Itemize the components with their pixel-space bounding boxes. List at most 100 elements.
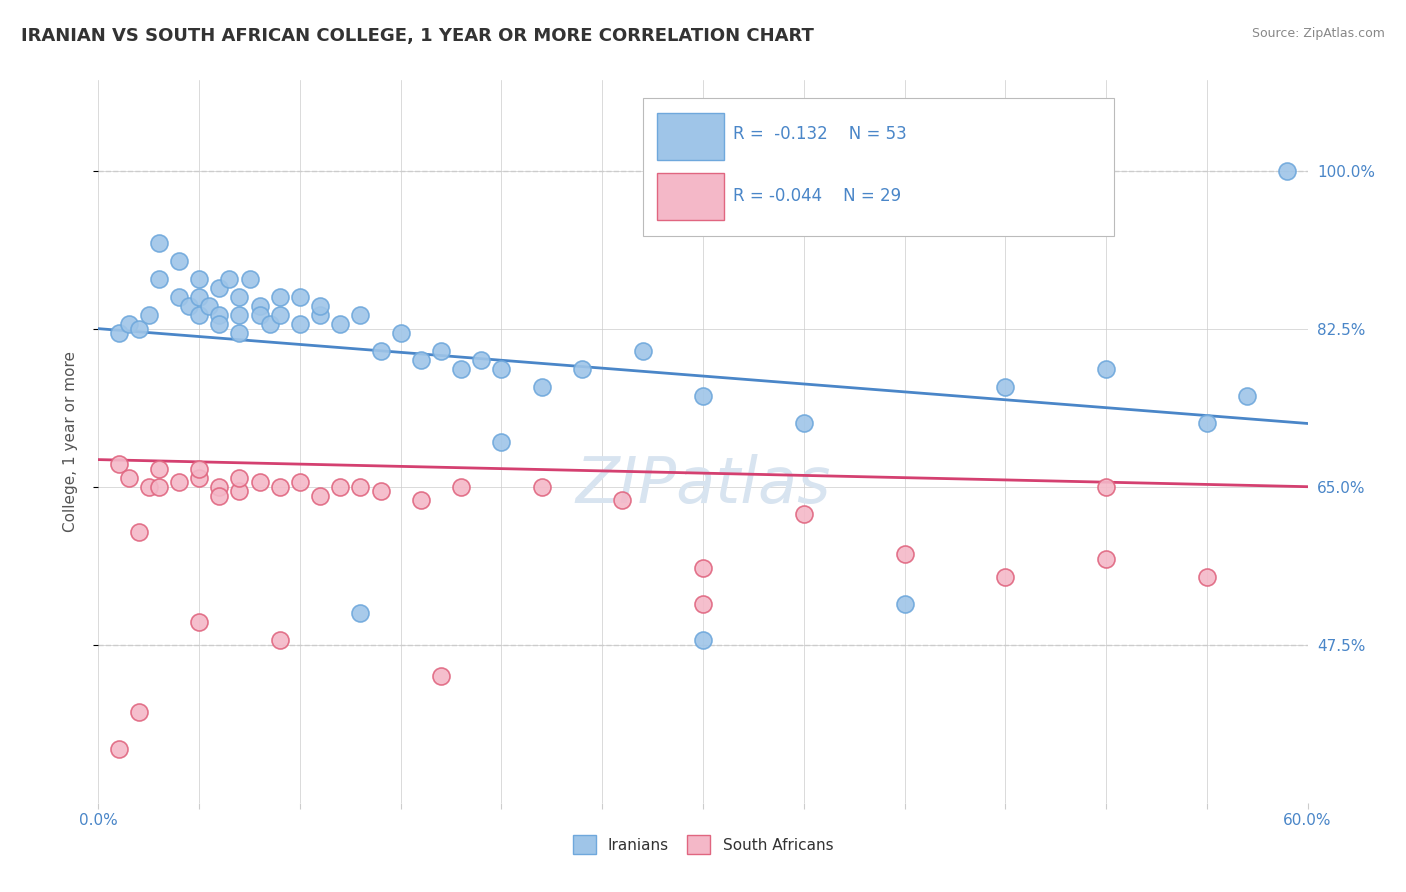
Point — [349, 308, 371, 322]
Point — [491, 362, 513, 376]
Point — [107, 457, 129, 471]
Point — [692, 561, 714, 575]
Point — [491, 434, 513, 449]
Point — [179, 299, 201, 313]
Point — [218, 272, 240, 286]
Point — [198, 299, 221, 313]
Point — [148, 461, 170, 475]
Point — [259, 317, 281, 331]
Point — [269, 633, 291, 648]
Point — [389, 326, 412, 341]
Legend: Iranians, South Africans: Iranians, South Africans — [567, 830, 839, 860]
Point — [612, 493, 634, 508]
Point — [349, 606, 371, 620]
Point — [188, 461, 211, 475]
Point — [288, 475, 311, 490]
Point — [288, 290, 311, 304]
Point — [309, 299, 332, 313]
Point — [128, 321, 150, 335]
Point — [329, 317, 352, 331]
Point — [1095, 480, 1118, 494]
Point — [692, 633, 714, 648]
Point — [118, 317, 141, 331]
Point — [228, 484, 250, 499]
Point — [409, 493, 432, 508]
Point — [1095, 552, 1118, 566]
Point — [470, 353, 492, 368]
Point — [370, 344, 392, 359]
Point — [430, 344, 453, 359]
Point — [329, 480, 352, 494]
Point — [208, 489, 231, 503]
Point — [994, 380, 1017, 394]
Point — [309, 308, 332, 322]
FancyBboxPatch shape — [643, 98, 1114, 235]
Point — [430, 669, 453, 683]
Point — [1277, 163, 1299, 178]
Point — [228, 308, 250, 322]
Point — [631, 344, 654, 359]
Point — [1236, 389, 1258, 403]
Text: R =  -0.132    N = 53: R = -0.132 N = 53 — [734, 126, 907, 144]
Point — [249, 475, 271, 490]
Point — [188, 272, 211, 286]
Point — [128, 524, 150, 539]
Point — [188, 471, 211, 485]
Point — [893, 597, 915, 611]
Point — [571, 362, 593, 376]
Point — [138, 480, 160, 494]
Point — [288, 317, 311, 331]
Point — [249, 308, 271, 322]
Point — [208, 308, 231, 322]
Point — [893, 548, 915, 562]
Point — [1195, 570, 1218, 584]
Point — [118, 471, 141, 485]
FancyBboxPatch shape — [657, 173, 724, 219]
Point — [793, 507, 815, 521]
Point — [228, 471, 250, 485]
Point — [994, 570, 1017, 584]
Point — [148, 480, 170, 494]
Point — [228, 290, 250, 304]
Point — [692, 389, 714, 403]
Point — [167, 290, 190, 304]
Point — [239, 272, 262, 286]
Text: IRANIAN VS SOUTH AFRICAN COLLEGE, 1 YEAR OR MORE CORRELATION CHART: IRANIAN VS SOUTH AFRICAN COLLEGE, 1 YEAR… — [21, 27, 814, 45]
Point — [793, 417, 815, 431]
Point — [249, 299, 271, 313]
Point — [148, 235, 170, 250]
Point — [349, 480, 371, 494]
Point — [370, 484, 392, 499]
Point — [107, 741, 129, 756]
Point — [450, 480, 472, 494]
Point — [269, 290, 291, 304]
Point — [530, 480, 553, 494]
Point — [208, 317, 231, 331]
Point — [167, 253, 190, 268]
Point — [450, 362, 472, 376]
Point — [188, 308, 211, 322]
Point — [167, 475, 190, 490]
Point — [530, 380, 553, 394]
FancyBboxPatch shape — [657, 112, 724, 160]
Point — [208, 281, 231, 295]
Point — [128, 706, 150, 720]
Point — [228, 326, 250, 341]
Point — [1095, 362, 1118, 376]
Point — [188, 290, 211, 304]
Point — [188, 615, 211, 630]
Point — [692, 597, 714, 611]
Point — [208, 480, 231, 494]
Text: Source: ZipAtlas.com: Source: ZipAtlas.com — [1251, 27, 1385, 40]
Point — [107, 326, 129, 341]
Text: R = -0.044    N = 29: R = -0.044 N = 29 — [734, 187, 901, 205]
Point — [269, 480, 291, 494]
Point — [309, 489, 332, 503]
Point — [409, 353, 432, 368]
Point — [1195, 417, 1218, 431]
Y-axis label: College, 1 year or more: College, 1 year or more — [63, 351, 77, 532]
Point — [138, 308, 160, 322]
Point — [148, 272, 170, 286]
Point — [269, 308, 291, 322]
Text: ZIPatlas: ZIPatlas — [575, 454, 831, 516]
